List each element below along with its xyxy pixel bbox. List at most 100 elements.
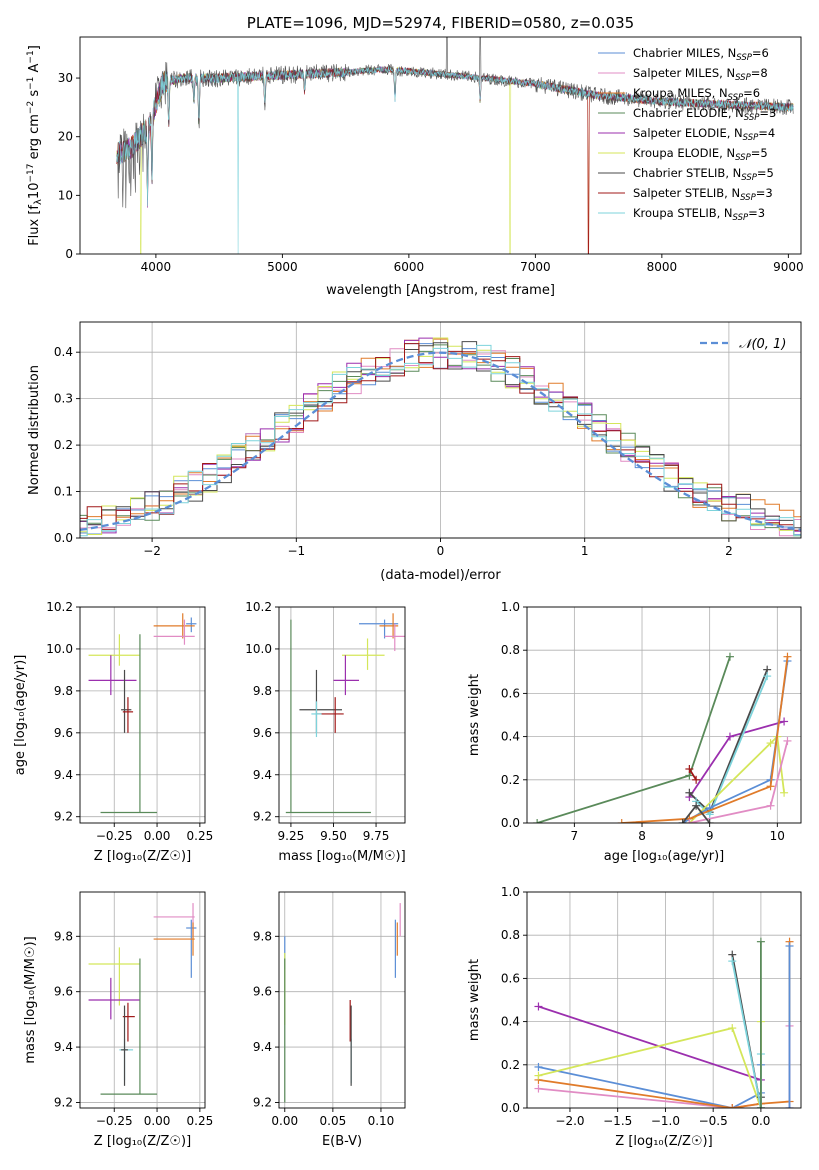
z_age-axes: −0.25 0.00 0.25 9.2 9.4 9.6 9.8 10.0 10.2 bbox=[46, 600, 213, 843]
y-tick-label: 10.2 bbox=[245, 600, 272, 614]
errorbar-kroupa_elodie bbox=[88, 947, 140, 1006]
y-axis-label-part: 10 bbox=[27, 183, 42, 200]
x-axis-label: (data-model)/error bbox=[380, 568, 501, 583]
weight-marker-salpeter_miles bbox=[534, 1084, 543, 1093]
weight-marker-kroupa_elodie bbox=[780, 788, 789, 797]
legend-sub: SSP bbox=[744, 113, 760, 123]
x-axis-label: Z [log₁₀(Z/Z☉)] bbox=[615, 1134, 712, 1149]
ebv_mass-axes: 0.00 0.05 0.10 9.2 9.4 9.6 9.8 bbox=[253, 891, 406, 1128]
errorbar-chabrier_miles bbox=[186, 617, 197, 633]
legend-label-salpeter_elodie: Salpeter ELODIE, NSSP=4 bbox=[633, 126, 775, 143]
spectrum-plot-area bbox=[116, 37, 794, 254]
weight-line-kroupa_miles bbox=[621, 656, 789, 823]
x-axis-label: age [log₁₀(age/yr)] bbox=[604, 849, 725, 864]
legend-prefix: Salpeter ELODIE, N bbox=[633, 126, 743, 140]
y-axis-label-part: A bbox=[27, 63, 42, 76]
y-tick-label: 9.6 bbox=[253, 985, 272, 999]
weight-marker-kroupa_stelib bbox=[728, 957, 737, 966]
x-tick-label: 0.05 bbox=[320, 1114, 347, 1128]
weight-marker-kroupa_miles bbox=[766, 782, 775, 791]
mass_age-frame bbox=[278, 606, 406, 824]
y-tick-label: 0.2 bbox=[501, 773, 520, 787]
y-tick-label: 30 bbox=[58, 71, 73, 85]
legend-sub: SSP bbox=[735, 153, 751, 163]
weight-line-kroupa_stelib bbox=[731, 960, 762, 1108]
y-axis-label-part: s bbox=[27, 90, 42, 101]
x-tick-label: −1.5 bbox=[603, 1114, 632, 1128]
legend-label-chabrier_miles: Chabrier MILES, NSSP=6 bbox=[633, 46, 769, 63]
x-tick-label: 8000 bbox=[647, 260, 678, 274]
legend-sub: SSP bbox=[740, 193, 756, 203]
y-tick-label: 20 bbox=[58, 130, 73, 144]
x-tick-label: 0.00 bbox=[144, 829, 171, 843]
x-tick-label: 1 bbox=[581, 544, 589, 558]
weight-marker-kroupa_elodie bbox=[728, 1024, 737, 1033]
y-axis-label-part: −17 bbox=[26, 164, 36, 183]
weight-marker-chabrier_miles bbox=[785, 942, 794, 950]
x-axis-label: Z [log₁₀(Z/Z☉)] bbox=[94, 849, 191, 864]
legend-suffix: =3 bbox=[759, 106, 776, 120]
errorbar-kroupa_stelib bbox=[119, 1038, 134, 1081]
legend-prefix: Kroupa STELIB, N bbox=[633, 206, 733, 220]
errorbar-salpeter_miles bbox=[153, 619, 195, 645]
legend-label-kroupa_miles: Kroupa MILES, NSSP=6 bbox=[633, 86, 760, 103]
x-axis-label: E(B-V) bbox=[322, 1134, 362, 1149]
x-tick-label: 7 bbox=[571, 829, 579, 843]
spectrum-axes: 4000 5000 6000 7000 8000 9000 0 10 20 30 bbox=[58, 36, 804, 274]
legend-prefix: Kroupa MILES, N bbox=[633, 86, 728, 100]
y-tick-label: 9.2 bbox=[253, 810, 272, 824]
y-axis-label: Flux [fλ10−17 erg cm−2 s−1 A−1] bbox=[26, 45, 44, 246]
y-tick-label: 0.6 bbox=[501, 686, 520, 700]
errorbar-kroupa_miles bbox=[153, 922, 195, 956]
weight-marker-salpeter_elodie bbox=[780, 717, 789, 726]
legend-suffix: =6 bbox=[752, 46, 769, 60]
legend-sub: SSP bbox=[735, 73, 751, 83]
weight-marker-chabrier_stelib bbox=[705, 819, 714, 823]
errorbar-salpeter_stelib bbox=[316, 697, 344, 733]
legend-suffix: =5 bbox=[751, 146, 768, 160]
legend-label-kroupa_elodie: Kroupa ELODIE, NSSP=5 bbox=[633, 146, 768, 163]
y-tick-label: 9.2 bbox=[54, 810, 73, 824]
y-tick-label: 10.2 bbox=[46, 600, 73, 614]
legend-sub: SSP bbox=[741, 173, 757, 183]
legend-suffix: =6 bbox=[743, 86, 760, 100]
x-tick-label: 0 bbox=[437, 544, 445, 558]
errorbar-chabrier_stelib bbox=[121, 669, 132, 733]
legend-sub: SSP bbox=[728, 93, 744, 103]
errorbar-kroupa_miles bbox=[153, 613, 195, 639]
y-tick-label: 0.6 bbox=[501, 971, 520, 985]
spectrum-line-chabrier_stelib bbox=[116, 37, 794, 209]
errorbar-salpeter_elodie bbox=[333, 655, 360, 696]
y-axis-label-part: −2 bbox=[26, 101, 36, 114]
y-tick-label: 10 bbox=[58, 188, 73, 202]
x-tick-label: −0.25 bbox=[96, 829, 133, 843]
y-axis-label: Normed distribution bbox=[27, 365, 42, 495]
y-tick-label: 9.4 bbox=[54, 768, 73, 782]
weight-line-salpeter_miles bbox=[538, 1087, 762, 1108]
y-axis-label-part: −1 bbox=[26, 50, 36, 63]
y-tick-label: 1.0 bbox=[501, 885, 520, 899]
weight-marker-salpeter_stelib bbox=[692, 775, 701, 784]
legend-suffix: =3 bbox=[748, 206, 765, 220]
weight-marker-chabrier_miles bbox=[534, 1062, 543, 1071]
y-axis-label-part: −1 bbox=[26, 77, 36, 90]
y-tick-label: 9.4 bbox=[253, 768, 272, 782]
x-tick-label: −0.25 bbox=[96, 1114, 133, 1128]
x-tick-label: 0.25 bbox=[187, 1114, 214, 1128]
normal-curve bbox=[80, 351, 801, 532]
x-tick-label: 0.00 bbox=[144, 1114, 171, 1128]
z_weight-frame bbox=[526, 891, 802, 1109]
z_mass-plot-area bbox=[88, 903, 197, 1095]
x-axis-label: mass [log₁₀(M/M☉)] bbox=[278, 849, 405, 864]
legend-prefix: Kroupa ELODIE, N bbox=[633, 146, 735, 160]
weight-marker-salpeter_elodie bbox=[534, 1002, 543, 1011]
x-tick-label: 4000 bbox=[141, 260, 172, 274]
weight-marker-salpeter_miles bbox=[783, 736, 792, 745]
errorbar-chabrier_elodie bbox=[285, 619, 371, 814]
ebv_mass-frame bbox=[278, 891, 406, 1109]
weight-marker-chabrier_elodie bbox=[725, 652, 734, 661]
y-axis-label: mass weight bbox=[467, 674, 482, 756]
errorbar-kroupa_stelib bbox=[311, 701, 322, 738]
weight-marker-salpeter_miles bbox=[766, 801, 775, 810]
